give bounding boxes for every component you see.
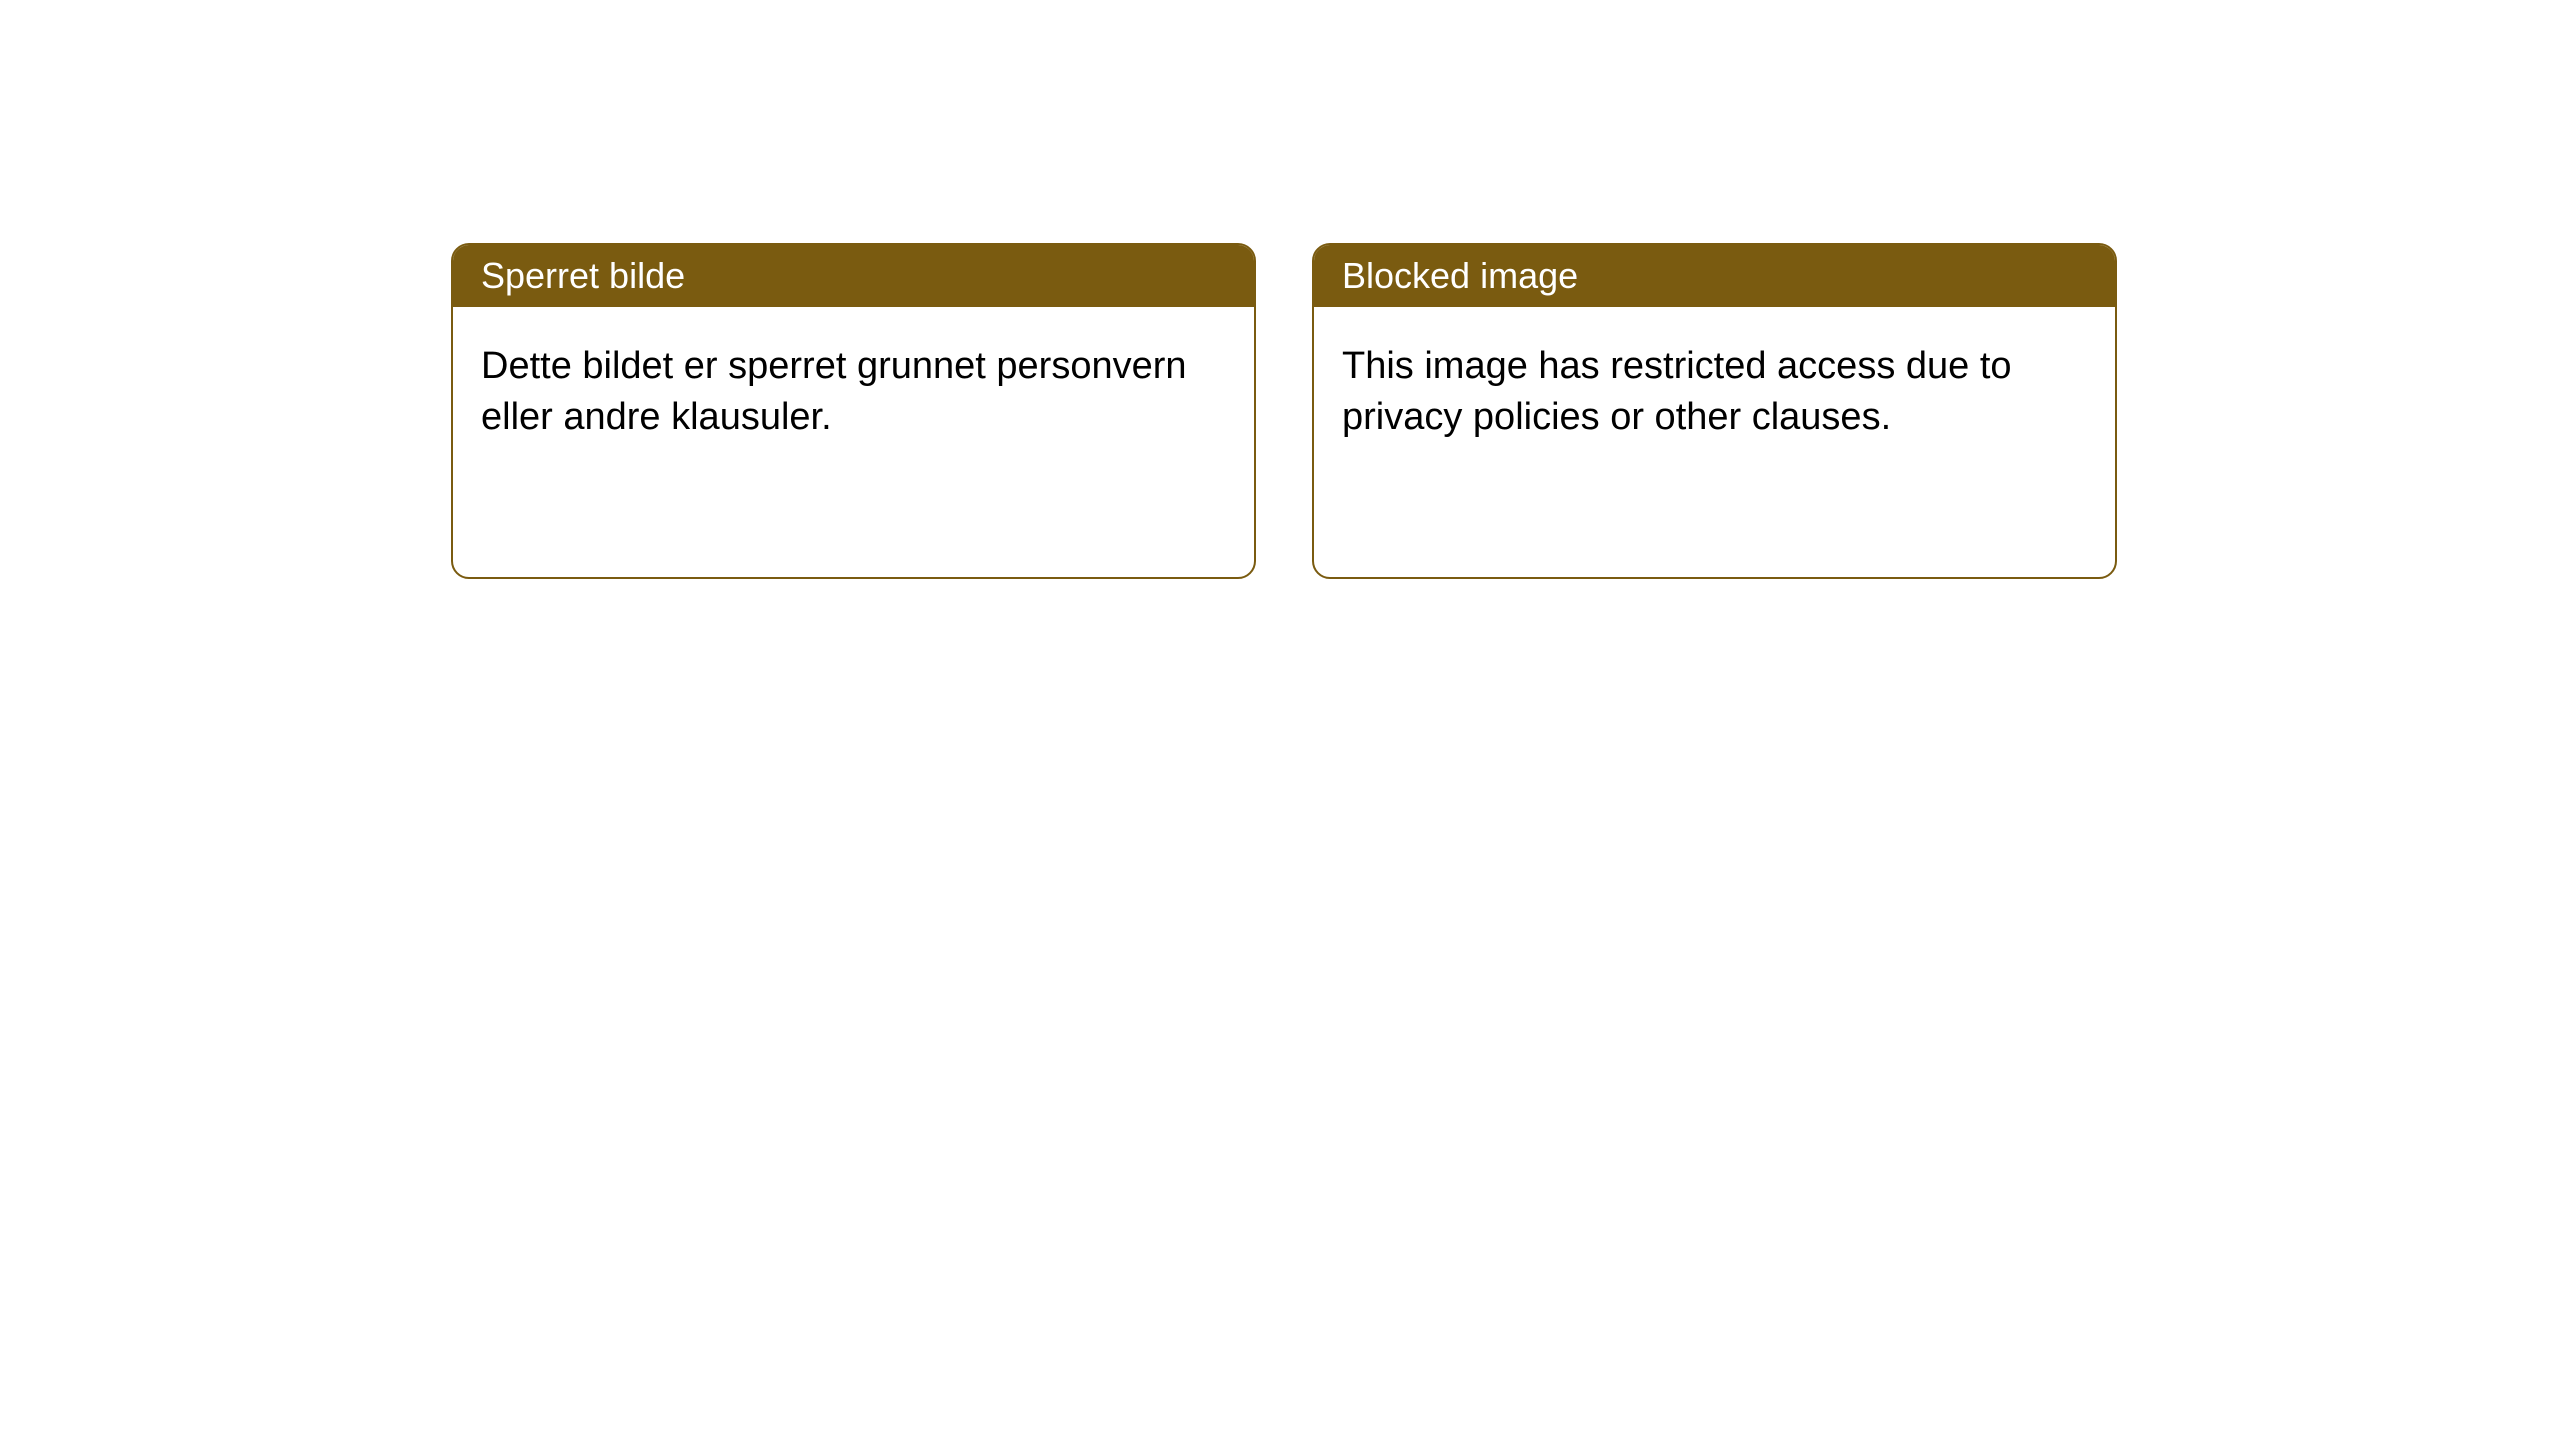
notice-card-title: Sperret bilde: [453, 245, 1254, 307]
notice-card-body: Dette bildet er sperret grunnet personve…: [453, 307, 1254, 478]
notice-card-english: Blocked image This image has restricted …: [1312, 243, 2117, 579]
notice-card-body: This image has restricted access due to …: [1314, 307, 2115, 478]
notice-container: Sperret bilde Dette bildet er sperret gr…: [0, 0, 2560, 579]
notice-card-title: Blocked image: [1314, 245, 2115, 307]
notice-card-norwegian: Sperret bilde Dette bildet er sperret gr…: [451, 243, 1256, 579]
